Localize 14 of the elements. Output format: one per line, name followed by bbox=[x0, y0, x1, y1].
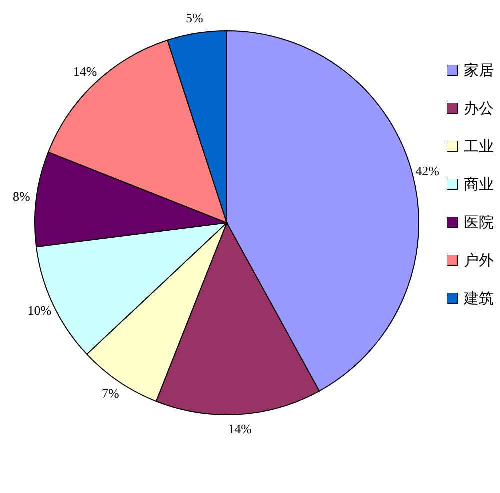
data-label: 5% bbox=[186, 10, 204, 26]
data-label: 10% bbox=[28, 303, 52, 318]
legend-label: 办公 bbox=[464, 100, 494, 118]
data-label: 14% bbox=[73, 64, 98, 80]
legend-label: 医院 bbox=[464, 214, 494, 232]
legend-label: 户外 bbox=[464, 252, 494, 270]
legend-label: 商业 bbox=[464, 176, 494, 194]
legend-label: 建筑 bbox=[463, 290, 494, 308]
data-label: 7% bbox=[102, 386, 120, 402]
legend-label: 工业 bbox=[464, 138, 494, 156]
data-label: 42% bbox=[416, 164, 440, 179]
legend-label: 家居 bbox=[464, 62, 494, 80]
data-label: 14% bbox=[228, 422, 252, 437]
data-label: 8% bbox=[12, 189, 30, 204]
